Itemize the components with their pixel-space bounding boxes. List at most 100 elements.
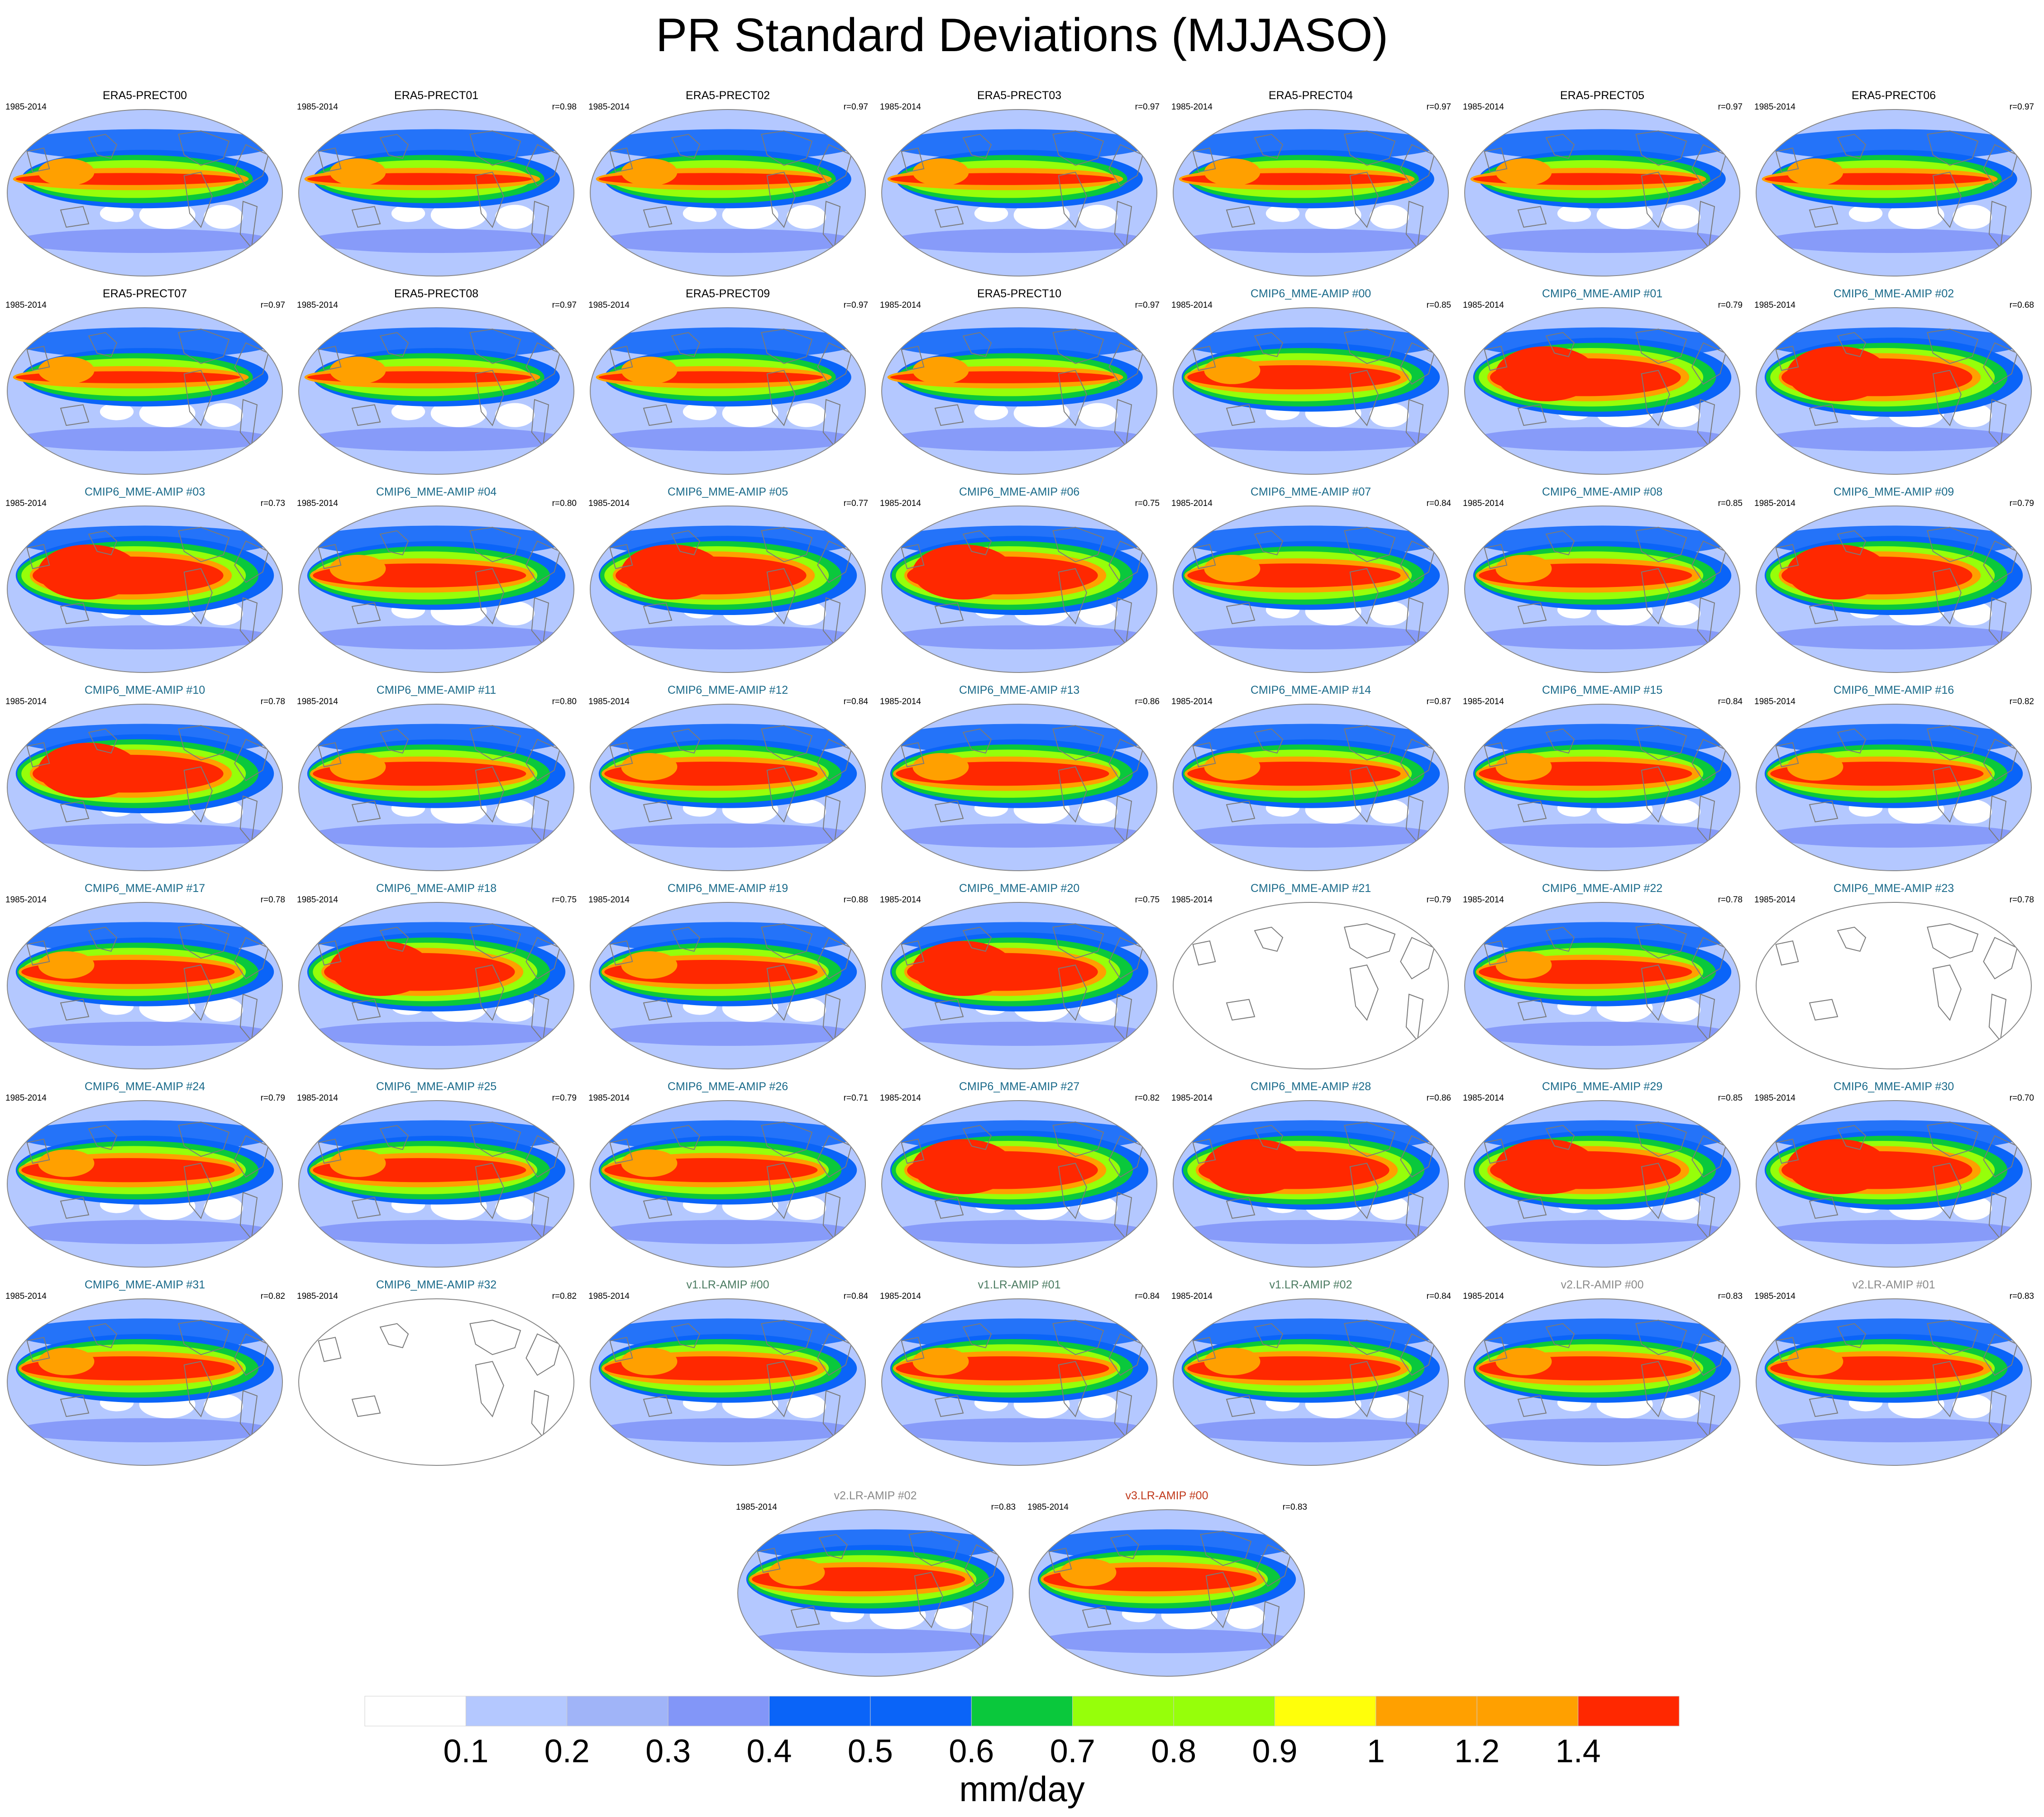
coastline (1932, 568, 1962, 625)
panel-period: 1985-2014 (880, 102, 921, 112)
coastline (26, 346, 50, 371)
panel-correlation: r=0.70 (2009, 1093, 2034, 1103)
coastline (1349, 370, 1379, 426)
coastline (318, 148, 342, 173)
coastline (1058, 964, 1087, 1021)
warm-pool-max (330, 1149, 386, 1177)
map-panel: CMIP6_MME-AMIP #29 1985-2014 r=0.85 (1457, 1080, 1747, 1274)
coastline (318, 1139, 342, 1164)
map-border (1756, 506, 2032, 673)
storm-track-north (15, 129, 274, 160)
warm-pool-max (330, 941, 431, 996)
panel-period: 1985-2014 (588, 697, 630, 706)
coastline (88, 332, 118, 358)
world-map (1756, 1100, 2032, 1268)
map-border (298, 506, 574, 673)
map-border (298, 704, 574, 871)
dry-zone (1370, 205, 1409, 229)
map-panel: CMIP6_MME-AMIP #16 1985-2014 r=0.82 (1749, 683, 2039, 878)
coastline (817, 1135, 852, 1178)
coastline (1400, 540, 1435, 583)
dry-zone (1953, 205, 1992, 229)
storm-track-south (15, 1021, 274, 1046)
warm-pool-max (1495, 753, 1552, 781)
coastline (901, 940, 925, 966)
storm-track-south (598, 823, 857, 848)
panel-period: 1985-2014 (1027, 1502, 1069, 1512)
coastline (766, 172, 796, 228)
map-field (299, 1299, 574, 1465)
coastline (475, 172, 504, 228)
dry-zone (204, 1196, 243, 1220)
coastline (1983, 1333, 2018, 1376)
storm-track-south (890, 1418, 1149, 1442)
storm-track-south (1764, 625, 2023, 649)
coastline (1254, 530, 1284, 556)
dry-zone (495, 601, 535, 625)
coastline (643, 999, 673, 1021)
coastline (1400, 342, 1435, 385)
coastline (1517, 801, 1547, 823)
coastline (817, 937, 852, 980)
panel-title: CMIP6_MME-AMIP #26 (667, 1080, 788, 1093)
storm-track-north (1473, 129, 1732, 160)
storm-track-south (1473, 625, 1732, 649)
warm-pool-max (769, 1559, 825, 1586)
coastline (525, 1333, 560, 1376)
warm-pool-max (621, 357, 678, 384)
coastline (1691, 144, 1726, 187)
storm-track-south (1181, 1418, 1440, 1442)
storm-track-south (307, 427, 566, 451)
warm-pool-max (621, 951, 678, 979)
coastline (1344, 725, 1396, 761)
map-border (737, 1509, 1013, 1677)
dry-zone (1370, 601, 1409, 625)
panel-title: CMIP6_MME-AMIP #30 (1833, 1080, 1954, 1093)
coastline (817, 342, 852, 385)
panel-title: ERA5-PRECT01 (394, 89, 479, 102)
coastline (1052, 1121, 1104, 1157)
coastline (351, 1197, 381, 1219)
coastline (1983, 342, 2018, 385)
world-map (881, 704, 1157, 871)
coastline (1641, 1361, 1670, 1417)
panel-correlation: r=0.75 (552, 895, 577, 905)
coastline (525, 1135, 560, 1178)
panel-correlation: r=0.84 (1718, 697, 1743, 706)
coastline (1192, 742, 1216, 768)
map-panel: CMIP6_MME-AMIP #32 1985-2014 r=0.82 (291, 1278, 581, 1473)
panel-period: 1985-2014 (1754, 1292, 1796, 1301)
panel-period: 1985-2014 (1463, 102, 1504, 112)
storm-track-south (890, 1220, 1149, 1244)
dry-zone (1596, 201, 1653, 229)
coastline (1226, 602, 1256, 625)
coastline (1635, 923, 1687, 959)
storm-track-south (598, 1220, 857, 1244)
panel-correlation: r=0.77 (843, 499, 868, 508)
coastline (379, 332, 409, 358)
coastline (962, 926, 992, 952)
coastline (1837, 134, 1867, 159)
coastline (1837, 332, 1867, 358)
panel-title: CMIP6_MME-AMIP #10 (84, 684, 205, 696)
panel-title: CMIP6_MME-AMIP #02 (1833, 287, 1954, 300)
world-map (7, 902, 283, 1069)
map-panel: CMIP6_MME-AMIP #09 1985-2014 r=0.79 (1749, 485, 2039, 680)
coastline (183, 370, 213, 426)
coastline (671, 134, 701, 159)
panel-title: CMIP6_MME-AMIP #00 (1250, 287, 1371, 300)
panel-correlation: r=0.84 (1135, 1292, 1160, 1301)
panel-period: 1985-2014 (1171, 1292, 1213, 1301)
coastline (962, 530, 992, 556)
coastline (1400, 937, 1435, 980)
colorbar-tick-label: 1.4 (1555, 1733, 1601, 1769)
coastline (475, 568, 504, 625)
panel-correlation: r=0.88 (843, 895, 868, 905)
map-border (590, 704, 866, 871)
coastline (766, 568, 796, 625)
coastline (1256, 1544, 1291, 1587)
coastline (1052, 130, 1104, 166)
map-border (1756, 1100, 2032, 1268)
coastline (1349, 1163, 1379, 1219)
map-panel: CMIP6_MME-AMIP #06 1985-2014 r=0.75 (874, 485, 1164, 680)
